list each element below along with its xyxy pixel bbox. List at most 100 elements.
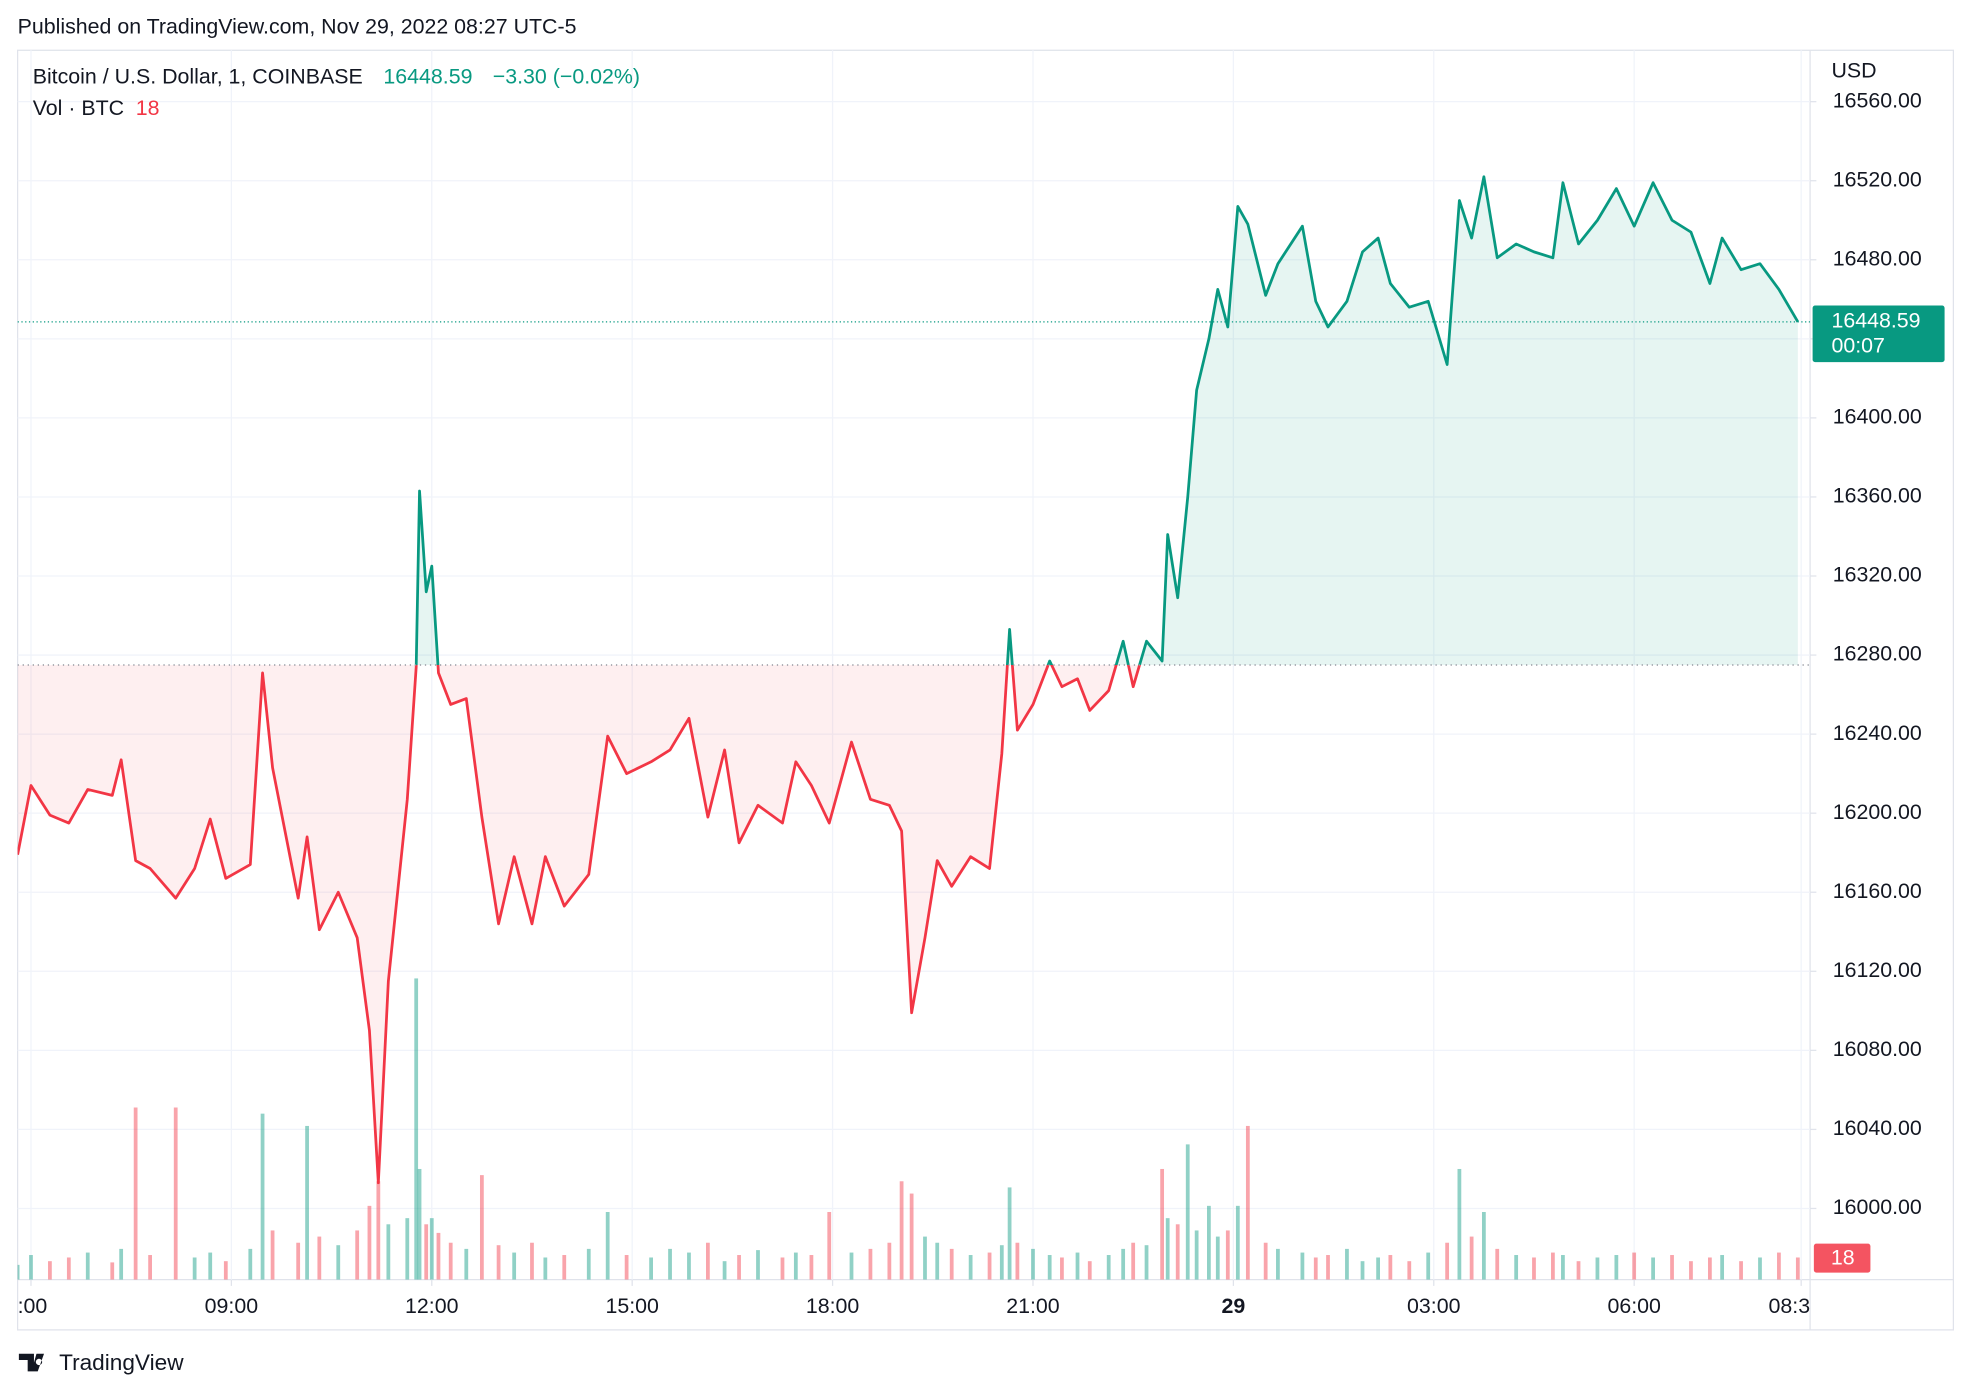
- volume-bar: [173, 1107, 178, 1280]
- volume-value: 18: [136, 96, 160, 120]
- volume-bar: [296, 1242, 301, 1280]
- volume-bar: [605, 1212, 610, 1280]
- volume-bar: [464, 1248, 469, 1280]
- price-change: −3.30 (−0.02%): [493, 65, 640, 89]
- volume-bar: [424, 1224, 429, 1280]
- x-tick-label: 21:00: [1006, 1294, 1060, 1318]
- volume-bar: [367, 1205, 372, 1280]
- volume-bar: [1031, 1248, 1035, 1280]
- volume-bar: [448, 1242, 453, 1280]
- volume-bar: [48, 1261, 52, 1280]
- volume-bar: [1047, 1255, 1052, 1280]
- volume-bar: [496, 1245, 501, 1280]
- volume-bar: [119, 1248, 124, 1280]
- price-line-down: [17, 664, 1142, 1185]
- volume-bar: [809, 1255, 814, 1280]
- volume-bar: [479, 1175, 484, 1280]
- y-tick-label: 16120.00: [1833, 958, 1922, 982]
- volume-bar: [1457, 1168, 1462, 1280]
- volume-bar: [793, 1252, 798, 1280]
- volume-bar: [66, 1257, 71, 1280]
- volume-bar: [1087, 1261, 1092, 1280]
- volume-bar: [899, 1181, 904, 1280]
- symbol-name: Bitcoin / U.S. Dollar, 1, COINBASE: [33, 65, 363, 89]
- volume-bar: [414, 978, 419, 1280]
- volume-bar: [436, 1232, 441, 1280]
- published-note: Published on TradingView.com, Nov 29, 20…: [18, 14, 577, 38]
- volume-bar: [1194, 1230, 1199, 1280]
- volume-bar: [562, 1255, 567, 1280]
- volume-bar: [223, 1261, 228, 1280]
- y-tick-label: 16400.00: [1833, 405, 1922, 429]
- volume-bar: [1106, 1255, 1111, 1280]
- volume-bar: [1481, 1212, 1486, 1280]
- volume-bar: [1276, 1248, 1280, 1280]
- x-tick-label: 15:00: [605, 1294, 659, 1318]
- volume-bar: [1576, 1261, 1581, 1280]
- volume-bar: [417, 1168, 422, 1280]
- volume-bar: [868, 1248, 873, 1280]
- volume-pane: [17, 978, 1800, 1280]
- volume-bar: [827, 1212, 832, 1280]
- volume-bar: [1313, 1257, 1318, 1280]
- volume-bar: [1345, 1248, 1349, 1280]
- volume-bar: [1407, 1261, 1412, 1280]
- volume-bar: [1495, 1248, 1500, 1280]
- volume-bar: [1388, 1255, 1393, 1280]
- volume-bar: [1060, 1257, 1064, 1280]
- y-tick-label: 16000.00: [1833, 1195, 1922, 1219]
- volume-bar: [1165, 1218, 1170, 1280]
- volume-bar: [29, 1255, 33, 1280]
- brand: TradingView: [18, 1350, 184, 1375]
- last-price: 16448.59: [383, 65, 472, 89]
- volume-bar: [1131, 1242, 1136, 1280]
- legend: Bitcoin / U.S. Dollar, 1, COINBASE 16448…: [33, 65, 640, 120]
- volume-bar: [1561, 1255, 1565, 1280]
- up-area: [17, 176, 1798, 665]
- x-tick-label: 06:00: [1607, 1294, 1661, 1318]
- x-tick-label: 09:00: [205, 1294, 259, 1318]
- down-region: [17, 664, 1798, 1185]
- volume-bar: [110, 1262, 115, 1280]
- volume-bar: [1532, 1257, 1536, 1280]
- x-tick-label: 18:00: [806, 1294, 860, 1318]
- x-tick-label: 12:00: [405, 1294, 459, 1318]
- volume-bar: [1360, 1261, 1365, 1280]
- price-line-up: [414, 175, 1800, 665]
- volume-bar: [687, 1252, 691, 1280]
- volume-bar: [1121, 1248, 1126, 1280]
- volume-bar: [248, 1248, 253, 1280]
- volume-bar: [1300, 1252, 1305, 1280]
- volume-bar: [1777, 1252, 1781, 1280]
- volume-bar: [1720, 1255, 1725, 1280]
- volume-bar: [148, 1255, 152, 1280]
- volume-bar: [1007, 1187, 1012, 1280]
- volume-bar: [756, 1250, 760, 1280]
- volume-bar: [923, 1236, 927, 1280]
- volume-bar: [968, 1255, 973, 1280]
- volume-bar: [909, 1193, 914, 1280]
- volume-bar: [1739, 1261, 1743, 1280]
- volume-bar: [1263, 1242, 1268, 1280]
- y-tick-label: 16040.00: [1833, 1116, 1922, 1140]
- volume-bar: [17, 1264, 20, 1280]
- volume-bar: [1514, 1255, 1519, 1280]
- volume-bar: [386, 1224, 391, 1280]
- y-tick-label: 16360.00: [1833, 484, 1922, 508]
- volume-bar: [780, 1257, 785, 1280]
- y-tick-label: 16320.00: [1833, 563, 1922, 587]
- volume-bar: [429, 1218, 434, 1280]
- volume-bar: [192, 1257, 197, 1280]
- volume-bar: [317, 1236, 322, 1280]
- volume-bar: [1651, 1257, 1655, 1280]
- volume-bar: [1185, 1144, 1190, 1280]
- volume-bar: [1075, 1252, 1080, 1280]
- last-price-label: 16448.59: [1831, 309, 1920, 333]
- volume-bar: [1707, 1257, 1712, 1280]
- volume-bar: [849, 1252, 854, 1280]
- volume-bar: [1595, 1257, 1600, 1280]
- volume-bar: [1175, 1224, 1180, 1280]
- volume-bar: [208, 1252, 213, 1280]
- brand-name: TradingView: [59, 1350, 184, 1375]
